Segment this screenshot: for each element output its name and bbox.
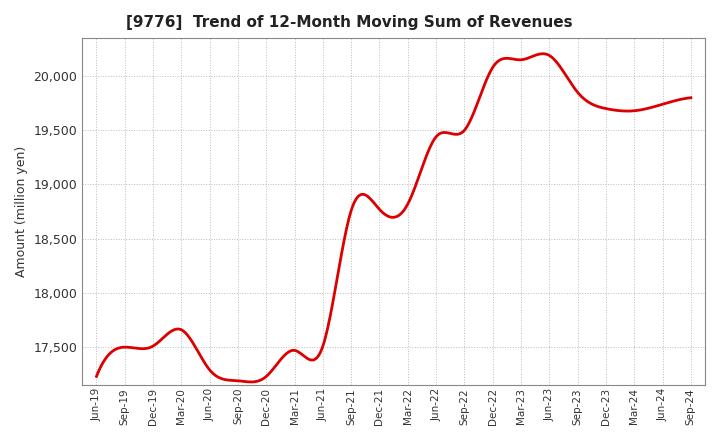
Y-axis label: Amount (million yen): Amount (million yen) [15, 146, 28, 277]
Text: [9776]  Trend of 12-Month Moving Sum of Revenues: [9776] Trend of 12-Month Moving Sum of R… [126, 15, 572, 30]
